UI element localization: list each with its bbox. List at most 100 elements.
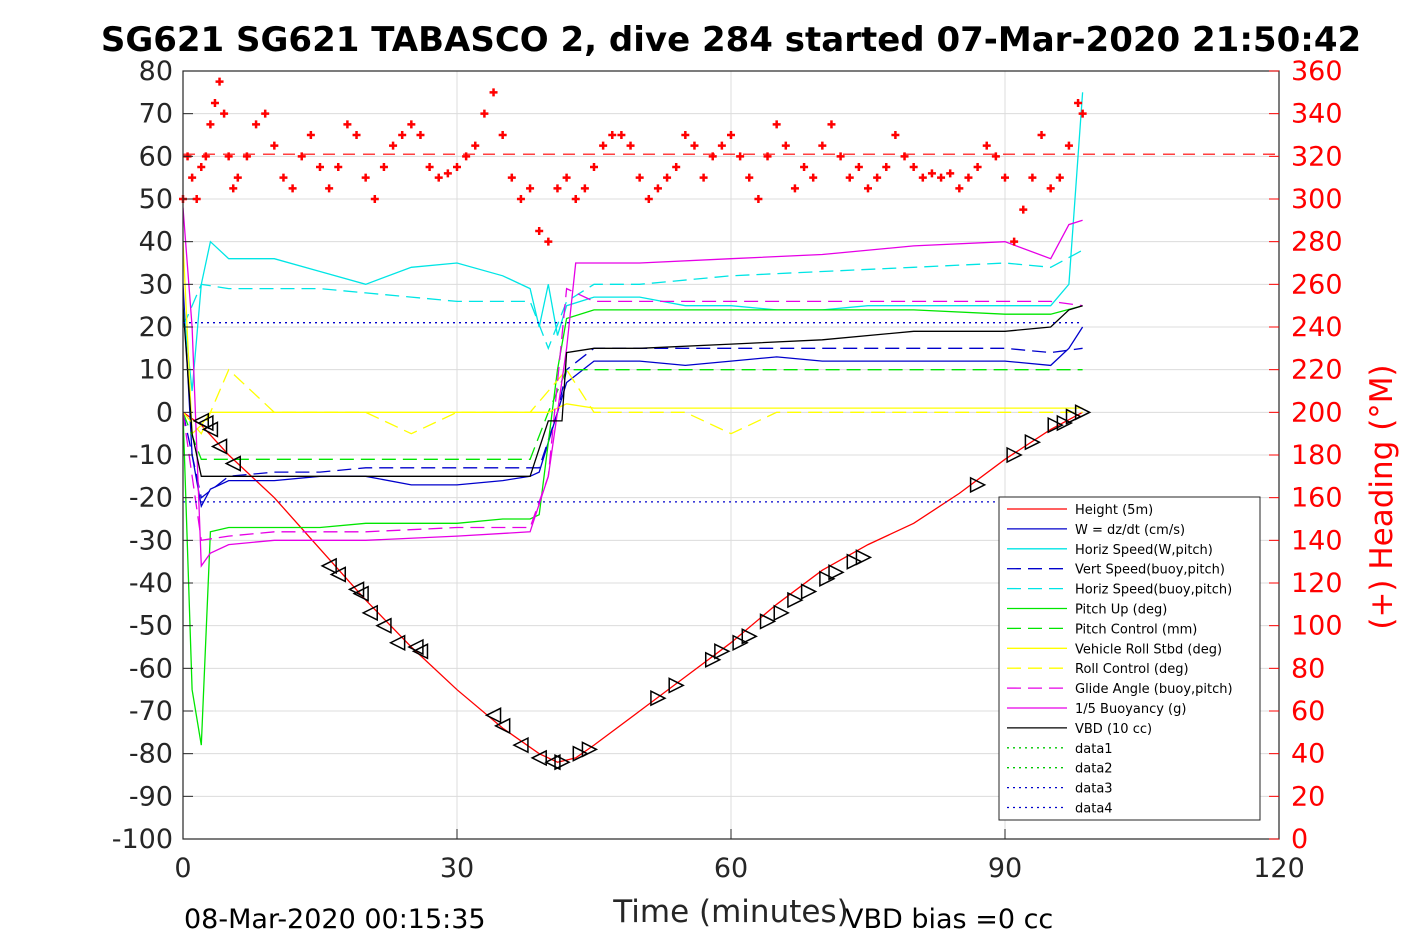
heading-point-36 bbox=[453, 163, 461, 171]
y-right-tick-label-5: 260 bbox=[1291, 269, 1343, 300]
heading-point-25 bbox=[352, 131, 361, 139]
y-tick-label-6: 20 bbox=[139, 312, 173, 343]
legend-label-10: 1/5 Buoyancy (g) bbox=[1075, 702, 1186, 717]
heading-point-72 bbox=[781, 141, 790, 150]
y-right-tick-label-7: 220 bbox=[1291, 355, 1343, 386]
heading-point-58 bbox=[653, 184, 662, 193]
y-tick-label-3: 50 bbox=[139, 184, 173, 215]
heading-point-35 bbox=[443, 169, 452, 178]
heading-point-30 bbox=[398, 131, 407, 139]
heading-point-45 bbox=[535, 227, 544, 235]
y-tick-label-15: -70 bbox=[129, 696, 173, 727]
heading-point-7 bbox=[210, 99, 219, 107]
heading-point-99 bbox=[1028, 173, 1037, 182]
legend-label-0: Height (5m) bbox=[1075, 503, 1153, 518]
legend-label-15: data4 bbox=[1075, 802, 1113, 817]
heading-point-84 bbox=[891, 131, 900, 139]
heading-point-76 bbox=[818, 141, 827, 150]
y-right-tick-label-0: 360 bbox=[1291, 56, 1343, 87]
x-tick-label-1: 30 bbox=[440, 853, 474, 884]
height-marker-24 bbox=[704, 651, 722, 669]
legend-label-13: data2 bbox=[1075, 762, 1113, 777]
series-line-10 bbox=[183, 207, 1083, 568]
y-tick-label-16: -80 bbox=[129, 739, 173, 770]
y-right-tick-label-8: 200 bbox=[1291, 397, 1343, 428]
height-marker-9 bbox=[361, 604, 378, 622]
y-right-tick-label-3: 300 bbox=[1291, 184, 1343, 215]
y-axis-right-label: (+) Heading (°M) bbox=[1364, 364, 1400, 629]
legend-label-6: Pitch Control (mm) bbox=[1075, 622, 1197, 637]
height-marker-6 bbox=[329, 566, 347, 583]
heading-point-5 bbox=[201, 152, 210, 161]
height-marker-26 bbox=[732, 634, 749, 651]
height-marker-32 bbox=[819, 570, 836, 587]
series-line-4 bbox=[183, 249, 1083, 351]
height-marker-18 bbox=[544, 753, 561, 771]
height-marker-37 bbox=[1006, 446, 1023, 464]
height-marker-15 bbox=[493, 717, 511, 735]
heading-point-14 bbox=[252, 120, 261, 129]
series-line-3 bbox=[183, 347, 1083, 499]
x-tick-label-2: 60 bbox=[714, 853, 748, 884]
y-tick-label-0: 80 bbox=[139, 56, 173, 87]
heading-point-34 bbox=[434, 173, 443, 182]
series-line-9 bbox=[183, 287, 1083, 542]
heading-point-68 bbox=[745, 173, 754, 182]
y-tick-label-1: 70 bbox=[139, 99, 173, 130]
heading-point-43 bbox=[516, 195, 525, 203]
height-marker-16 bbox=[512, 736, 529, 754]
heading-point-13 bbox=[242, 152, 251, 161]
legend-label-2: Horiz Speed(W,pitch) bbox=[1075, 543, 1213, 558]
heading-point-64 bbox=[708, 152, 717, 161]
height-marker-1 bbox=[197, 414, 214, 432]
height-markers bbox=[192, 404, 1092, 771]
height-marker-36 bbox=[969, 476, 987, 494]
height-marker-8 bbox=[352, 585, 369, 602]
y-axis-right-ticks: 3603403203002802602402202001801601401201… bbox=[1269, 56, 1343, 855]
heading-point-93 bbox=[973, 163, 982, 171]
heading-point-83 bbox=[882, 163, 891, 171]
heading-point-18 bbox=[288, 184, 297, 193]
y-right-tick-label-1: 340 bbox=[1291, 99, 1343, 130]
height-marker-40 bbox=[1056, 414, 1074, 432]
height-marker-39 bbox=[1047, 416, 1064, 434]
heading-point-57 bbox=[644, 195, 653, 203]
y-right-tick-label-4: 280 bbox=[1291, 227, 1343, 258]
y-right-tick-label-12: 120 bbox=[1291, 568, 1343, 599]
heading-point-27 bbox=[370, 195, 379, 203]
height-marker-10 bbox=[375, 617, 392, 634]
heading-point-32 bbox=[416, 131, 425, 139]
legend-label-14: data3 bbox=[1075, 782, 1113, 797]
height-marker-30 bbox=[787, 591, 804, 609]
height-marker-31 bbox=[800, 583, 818, 600]
legend-label-5: Pitch Up (deg) bbox=[1075, 603, 1167, 618]
heading-point-19 bbox=[297, 152, 306, 161]
y-right-tick-label-10: 160 bbox=[1291, 483, 1343, 514]
heading-point-2 bbox=[188, 173, 197, 182]
heading-point-17 bbox=[279, 173, 288, 182]
heading-point-61 bbox=[681, 131, 690, 139]
height-marker-20 bbox=[572, 745, 589, 762]
legend-label-9: Glide Angle (buoy,pitch) bbox=[1075, 682, 1233, 697]
heading-point-95 bbox=[991, 152, 1000, 161]
heading-point-9 bbox=[220, 109, 229, 118]
heading-point-33 bbox=[425, 163, 434, 171]
heading-point-29 bbox=[389, 141, 398, 150]
legend-box bbox=[998, 496, 1261, 821]
height-marker-11 bbox=[388, 634, 406, 651]
heading-point-90 bbox=[946, 169, 955, 178]
height-marker-38 bbox=[1024, 433, 1042, 451]
y-right-tick-label-18: 0 bbox=[1291, 824, 1308, 855]
heading-point-80 bbox=[854, 163, 863, 171]
footer-vbd-bias: VBD bias =0 cc bbox=[845, 904, 1053, 935]
legend-label-12: data1 bbox=[1075, 742, 1113, 757]
heading-point-74 bbox=[800, 163, 809, 171]
height-marker-3 bbox=[210, 438, 228, 455]
heading-point-48 bbox=[562, 173, 571, 182]
height-marker-33 bbox=[828, 564, 845, 581]
heading-point-42 bbox=[507, 173, 516, 182]
legend-label-8: Roll Control (deg) bbox=[1075, 662, 1189, 677]
heading-point-20 bbox=[306, 131, 315, 139]
heading-point-67 bbox=[736, 152, 745, 161]
y-axis-left-ticks: 80 70 60 50 40 30 20 10 0 -10 -20 -30 -40 -50 -60 -70 -8… bbox=[112, 56, 193, 855]
